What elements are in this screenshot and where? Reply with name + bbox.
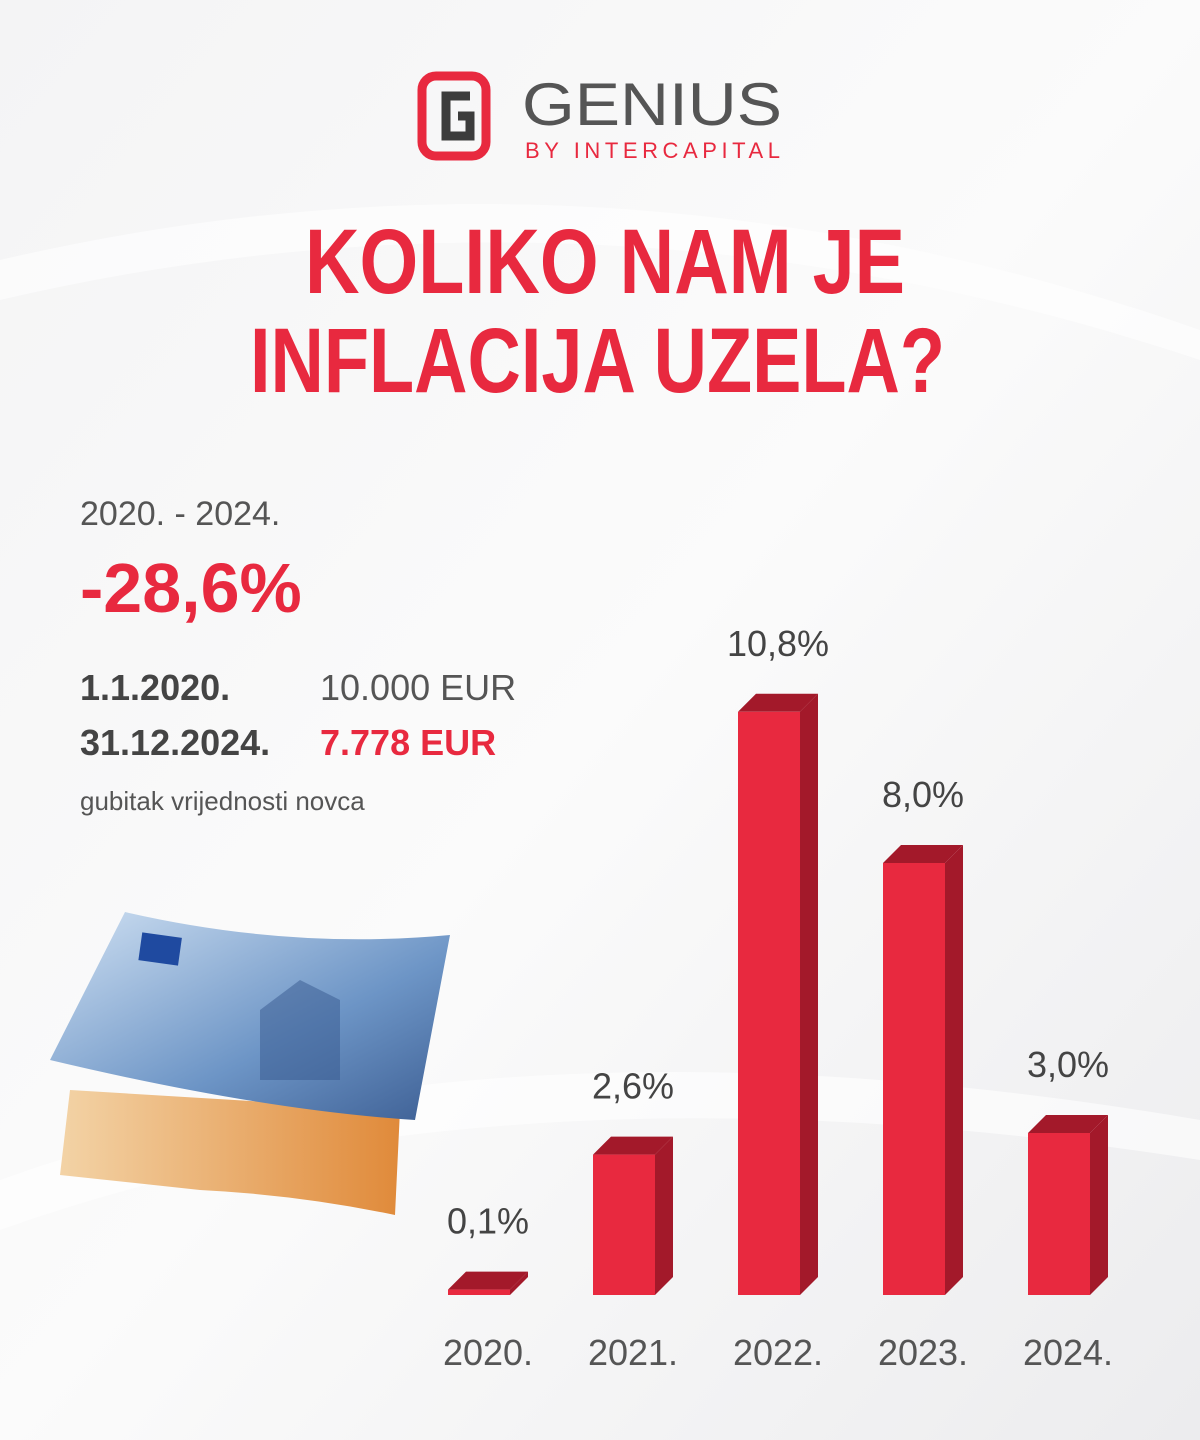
- logo-name: GENIUS: [522, 71, 782, 138]
- note: gubitak vrijednosti novca: [80, 786, 365, 816]
- banknote-20: [50, 912, 450, 1120]
- banknote-50: [60, 1090, 400, 1215]
- value-label: 2,6%: [592, 1066, 674, 1107]
- x-tick-label: 2023.: [878, 1332, 968, 1373]
- bar: [738, 711, 800, 1295]
- logo-mark: [441, 91, 475, 141]
- bar-side: [510, 1271, 528, 1295]
- bar-top: [883, 845, 963, 863]
- value-label: 8,0%: [882, 774, 964, 815]
- title-line: INFLACIJA UZELA?: [250, 310, 945, 412]
- bar-top: [448, 1271, 528, 1290]
- banknote-window: [260, 980, 340, 1080]
- change: -28,6%: [80, 549, 302, 627]
- bar-side: [945, 845, 963, 1295]
- eu-flag: [138, 932, 182, 966]
- x-tick-label: 2020.: [443, 1332, 533, 1373]
- x-tick-label: 2022.: [733, 1332, 823, 1373]
- bar-top: [738, 693, 818, 712]
- x-tick-label: 2024.: [1023, 1332, 1113, 1373]
- date: 1.1.2020.: [80, 667, 230, 708]
- bar: [448, 1289, 510, 1295]
- logo-tagline: BY INTERCAPITAL: [525, 138, 780, 163]
- amount: 10.000 EUR: [320, 667, 516, 708]
- bar-side: [800, 693, 818, 1295]
- x-tick-label: 2021.: [588, 1332, 678, 1373]
- bar-side: [1090, 1115, 1108, 1295]
- title-line: KOLIKO NAM JE: [305, 211, 905, 313]
- bar: [883, 863, 945, 1295]
- logo: GENIUS BY INTERCAPITAL: [417, 71, 782, 163]
- value-label: 10,8%: [727, 623, 829, 664]
- bar: [593, 1154, 655, 1295]
- logo-frame: [417, 71, 491, 161]
- bar-top: [593, 1136, 673, 1155]
- amount: 7.778 EUR: [320, 722, 496, 763]
- background-swoosh: [0, 204, 1200, 360]
- banknotes: [50, 912, 450, 1215]
- date: 31.12.2024.: [80, 722, 270, 763]
- period: 2020. - 2024.: [80, 495, 280, 533]
- bar: [1028, 1133, 1090, 1295]
- value-label: 3,0%: [1027, 1044, 1109, 1085]
- value-label: 0,1%: [447, 1201, 529, 1242]
- bar-side: [655, 1136, 673, 1295]
- bar-top: [1028, 1115, 1108, 1133]
